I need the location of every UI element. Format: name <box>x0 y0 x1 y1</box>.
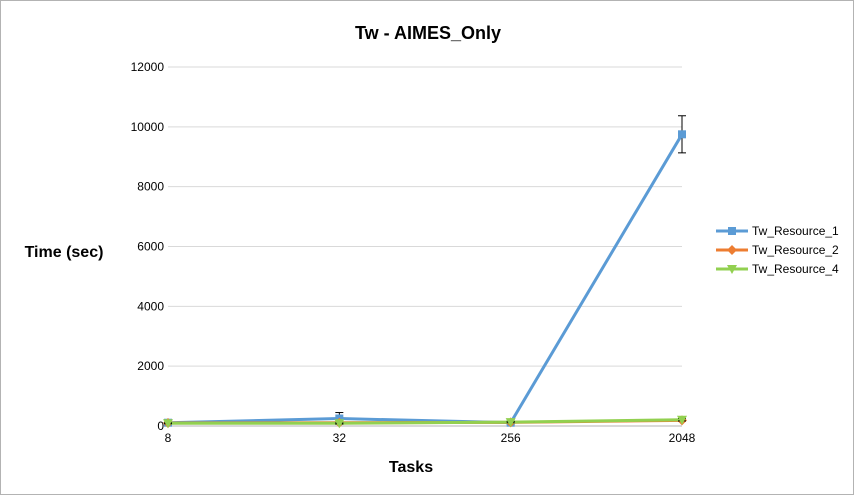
data-point-marker <box>677 415 687 425</box>
x-axis-title: Tasks <box>389 459 433 476</box>
y-tick-label: 10000 <box>131 120 165 134</box>
x-tick-label: 2048 <box>669 431 696 445</box>
x-tick-label: 256 <box>501 431 521 445</box>
series-line <box>168 418 683 425</box>
y-tick-label: 6000 <box>137 240 164 254</box>
y-tick-label: 2000 <box>137 359 164 373</box>
axes: 0 2000 4000 6000 8000 10000 12000 8 32 256 2048 <box>131 60 696 445</box>
x-tick-label: 32 <box>333 431 347 445</box>
legend-item: Tw_Resource_2 <box>716 243 839 257</box>
series-Tw_Resource_4 <box>163 415 687 429</box>
data-point-marker <box>163 419 173 429</box>
legend: Tw_Resource_1 Tw_Resource_2 Tw_Resource_4 <box>716 224 839 276</box>
series-line <box>167 133 684 425</box>
x-tick-label: 8 <box>165 431 172 445</box>
legend-label: Tw_Resource_1 <box>752 224 839 238</box>
legend-marker <box>727 265 737 274</box>
y-tick-label: 4000 <box>137 299 164 313</box>
y-tick-label: 8000 <box>137 180 164 194</box>
legend-label: Tw_Resource_4 <box>752 262 839 276</box>
legend-marker <box>728 227 736 235</box>
legend-marker <box>727 245 737 255</box>
y-axis-title: Time (sec) <box>25 244 104 261</box>
y-tick-label: 0 <box>157 419 164 433</box>
grid <box>168 66 682 367</box>
y-tick-label: 12000 <box>131 60 165 74</box>
data-point-marker <box>678 130 686 139</box>
data-point-marker <box>334 419 345 429</box>
legend-item: Tw_Resource_4 <box>716 262 839 276</box>
series-Tw_Resource_1 <box>164 115 686 427</box>
series-layer <box>163 115 687 429</box>
legend-item: Tw_Resource_1 <box>716 224 839 238</box>
data-point-marker <box>505 418 516 428</box>
chart-title: Tw - AIMES_Only <box>355 23 501 43</box>
legend-label: Tw_Resource_2 <box>752 243 839 257</box>
